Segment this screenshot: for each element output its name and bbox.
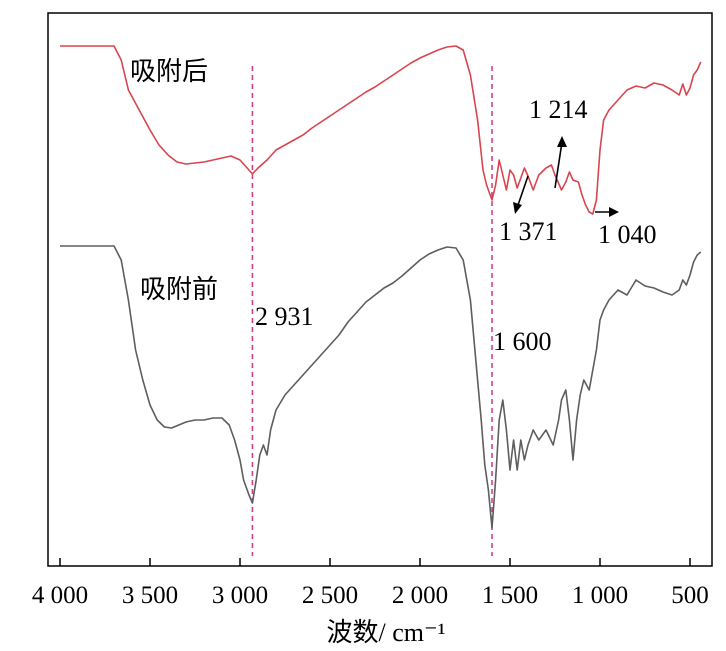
arrow-head-1214: [557, 136, 567, 147]
x-tick-label-2000: 2 000: [392, 582, 448, 609]
series-curves: [60, 45, 702, 529]
x-axis-title: 波数/ cm⁻¹: [326, 618, 445, 647]
arrow-1214: [554, 141, 563, 189]
annotation-label-1371: 1 371: [499, 217, 558, 246]
ref-label-1600: 1 600: [493, 327, 552, 356]
plot-frame: [47, 12, 713, 567]
x-tick-label-3500: 3 500: [122, 582, 178, 609]
x-tick-label-4000: 4 000: [32, 582, 88, 609]
x-tick-label-2500: 2 500: [302, 582, 358, 609]
arrow-head-1371: [513, 202, 522, 214]
annotation-arrows: [513, 136, 619, 217]
x-axis-ticks: 4 000 3 500 3 000 2 500 2 000 1 500 1 000 500: [32, 558, 709, 609]
ref-label-2931: 2 931: [255, 302, 314, 331]
series-line-before: [60, 245, 702, 529]
x-tick-label-1500: 1 500: [482, 582, 538, 609]
arrow-1371: [516, 175, 529, 209]
reference-lines: [251, 66, 493, 556]
series-label-before: 吸附前: [140, 275, 218, 305]
series-line-after: [60, 45, 702, 215]
annotation-label-1040: 1 040: [598, 220, 657, 249]
x-tick-label-1000: 1 000: [572, 582, 628, 609]
x-tick-label-3000: 3 000: [212, 582, 268, 609]
x-tick-label-500: 500: [671, 582, 709, 609]
series-label-after: 吸附后: [130, 57, 208, 87]
arrow-head-1040: [609, 207, 619, 217]
annotation-label-1214: 1 214: [529, 95, 588, 124]
